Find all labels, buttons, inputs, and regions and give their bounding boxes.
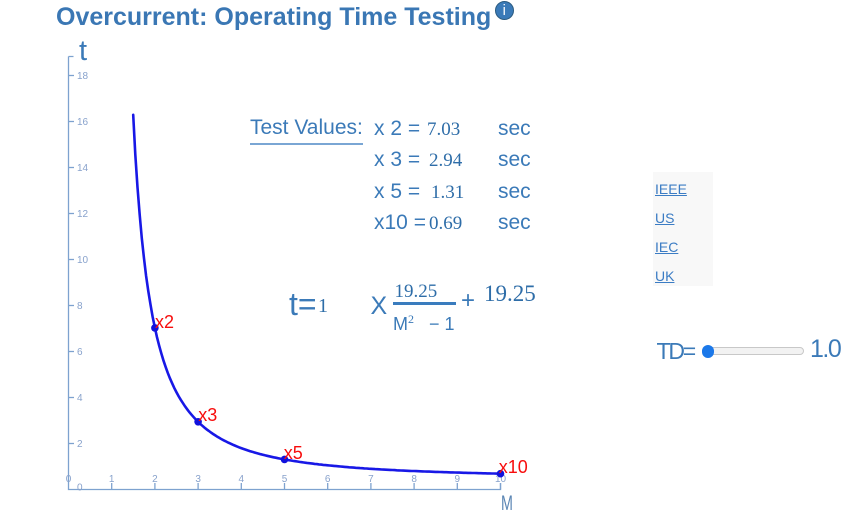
svg-text:10: 10 [495,474,507,485]
svg-text:0: 0 [66,474,72,485]
svg-text:7: 7 [368,474,374,485]
svg-text:6: 6 [325,474,331,485]
svg-text:8: 8 [77,301,83,312]
svg-text:12: 12 [77,209,89,220]
svg-text:6: 6 [77,347,83,358]
svg-text:16: 16 [77,117,89,128]
svg-text:2: 2 [152,474,158,485]
svg-text:8: 8 [411,474,417,485]
svg-text:3: 3 [195,474,201,485]
svg-text:14: 14 [77,163,89,174]
svg-text:0: 0 [77,483,83,494]
svg-text:9: 9 [455,474,461,485]
svg-text:18: 18 [77,71,89,82]
svg-text:1: 1 [109,474,115,485]
svg-text:2: 2 [77,439,83,450]
svg-text:10: 10 [77,255,89,266]
svg-text:5: 5 [282,474,288,485]
svg-text:4: 4 [239,474,245,485]
svg-text:4: 4 [77,393,83,404]
